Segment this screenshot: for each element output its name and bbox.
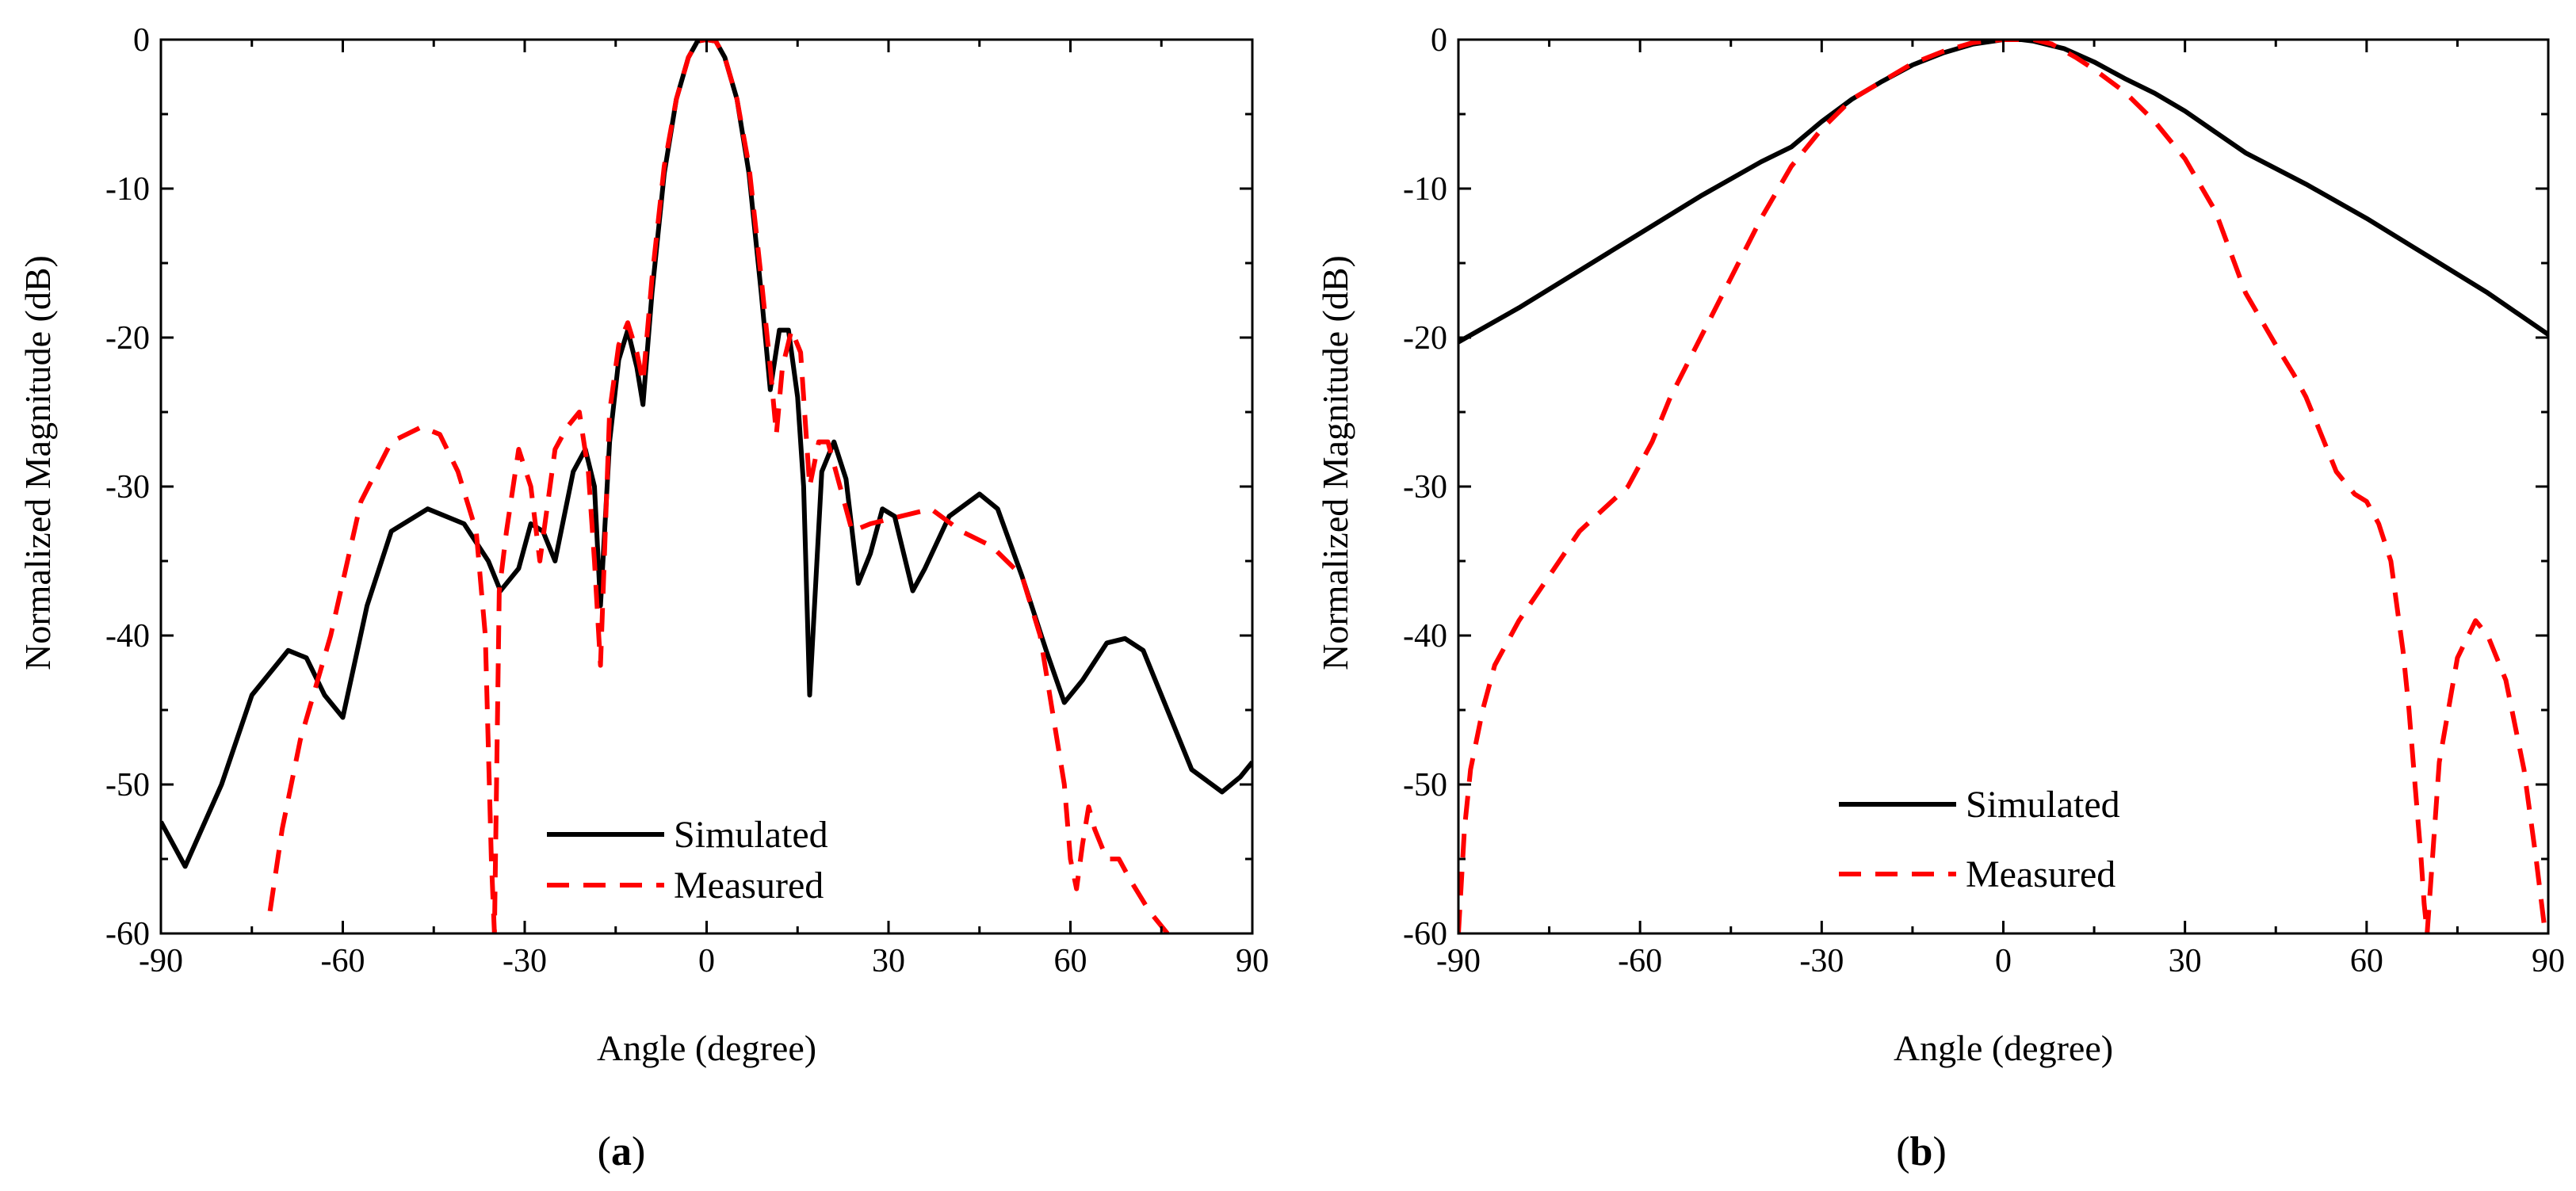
series-layer xyxy=(1458,40,2548,933)
legend: Simulated Measured xyxy=(1839,784,2120,895)
series-line-simulated xyxy=(1458,40,2548,345)
x-axis-title: Angle (degree) xyxy=(597,1028,816,1068)
axis-ticks xyxy=(1457,38,2550,935)
chart-panel-b: -90 -60 -30 0 30 60 900-10-20-30-40-50-60 Angl… xyxy=(1315,22,2565,1174)
y-tick-label: -40 xyxy=(105,618,150,655)
y-tick-label: -20 xyxy=(1403,320,1447,357)
x-tick-label: 0 xyxy=(698,943,715,979)
x-tick-label: -90 xyxy=(1436,943,1481,979)
axis-ticks xyxy=(159,38,1254,935)
x-tick-label: 0 xyxy=(1995,943,2012,979)
axis-tick-labels: -90 -60 -30 0 30 60 900-10-20-30-40-50-60 xyxy=(1403,22,2565,979)
x-tick-label: 30 xyxy=(2169,943,2202,979)
panel-caption-letter: b xyxy=(1910,1129,1933,1174)
x-tick-label: 30 xyxy=(872,943,905,979)
y-tick-label: -40 xyxy=(1403,618,1447,655)
x-tick-label: 60 xyxy=(2350,943,2383,979)
x-axis-title: Angle (degree) xyxy=(1894,1028,2113,1068)
x-tick-label: -90 xyxy=(139,943,183,979)
y-tick-label: -20 xyxy=(105,320,150,357)
y-tick-label: -10 xyxy=(105,171,150,208)
panel-caption: (b) xyxy=(1896,1129,1947,1174)
y-tick-label: -50 xyxy=(1403,767,1447,804)
legend-simulated-label: Simulated xyxy=(674,814,828,856)
y-tick-label: -10 xyxy=(1403,171,1447,208)
y-tick-label: 0 xyxy=(133,22,150,59)
panel-caption: (a) xyxy=(598,1129,646,1174)
x-tick-label: -60 xyxy=(321,943,365,979)
panel-caption-letter: a xyxy=(611,1129,632,1174)
series-line-measured xyxy=(1458,40,2548,933)
legend: Simulated Measured xyxy=(547,814,828,907)
legend-measured-label: Measured xyxy=(1966,853,2115,895)
legend-measured-label: Measured xyxy=(674,865,824,907)
axis-tick-labels: -90 -60 -30 0 30 60 900-10-20-30-40-50-60 xyxy=(105,22,1269,979)
x-tick-label: -30 xyxy=(503,943,547,979)
chart-panel-a: -90 -60 -30 0 30 60 900-10-20-30-40-50-60 Angl… xyxy=(17,22,1269,1174)
plot-frame xyxy=(159,38,1254,935)
x-tick-label: -30 xyxy=(1799,943,1844,979)
series-layer xyxy=(161,40,1252,933)
x-tick-label: 60 xyxy=(1054,943,1087,979)
y-tick-label: -60 xyxy=(105,916,150,952)
y-tick-label: -30 xyxy=(1403,469,1447,506)
series-line-simulated xyxy=(161,40,1252,869)
y-tick-label: 0 xyxy=(1431,22,1447,59)
series-line-measured xyxy=(267,40,1170,933)
legend-simulated-label: Simulated xyxy=(1966,784,2120,826)
x-tick-label: 90 xyxy=(2532,943,2565,979)
x-tick-label: 90 xyxy=(1236,943,1269,979)
y-tick-label: -60 xyxy=(1403,916,1447,952)
y-axis-title: Normalized Magnitude (dB) xyxy=(1315,255,1355,670)
y-tick-label: -50 xyxy=(105,767,150,804)
y-axis-title: Normalized Magnitude (dB) xyxy=(17,255,58,670)
x-tick-label: -60 xyxy=(1618,943,1662,979)
y-tick-label: -30 xyxy=(105,469,150,506)
